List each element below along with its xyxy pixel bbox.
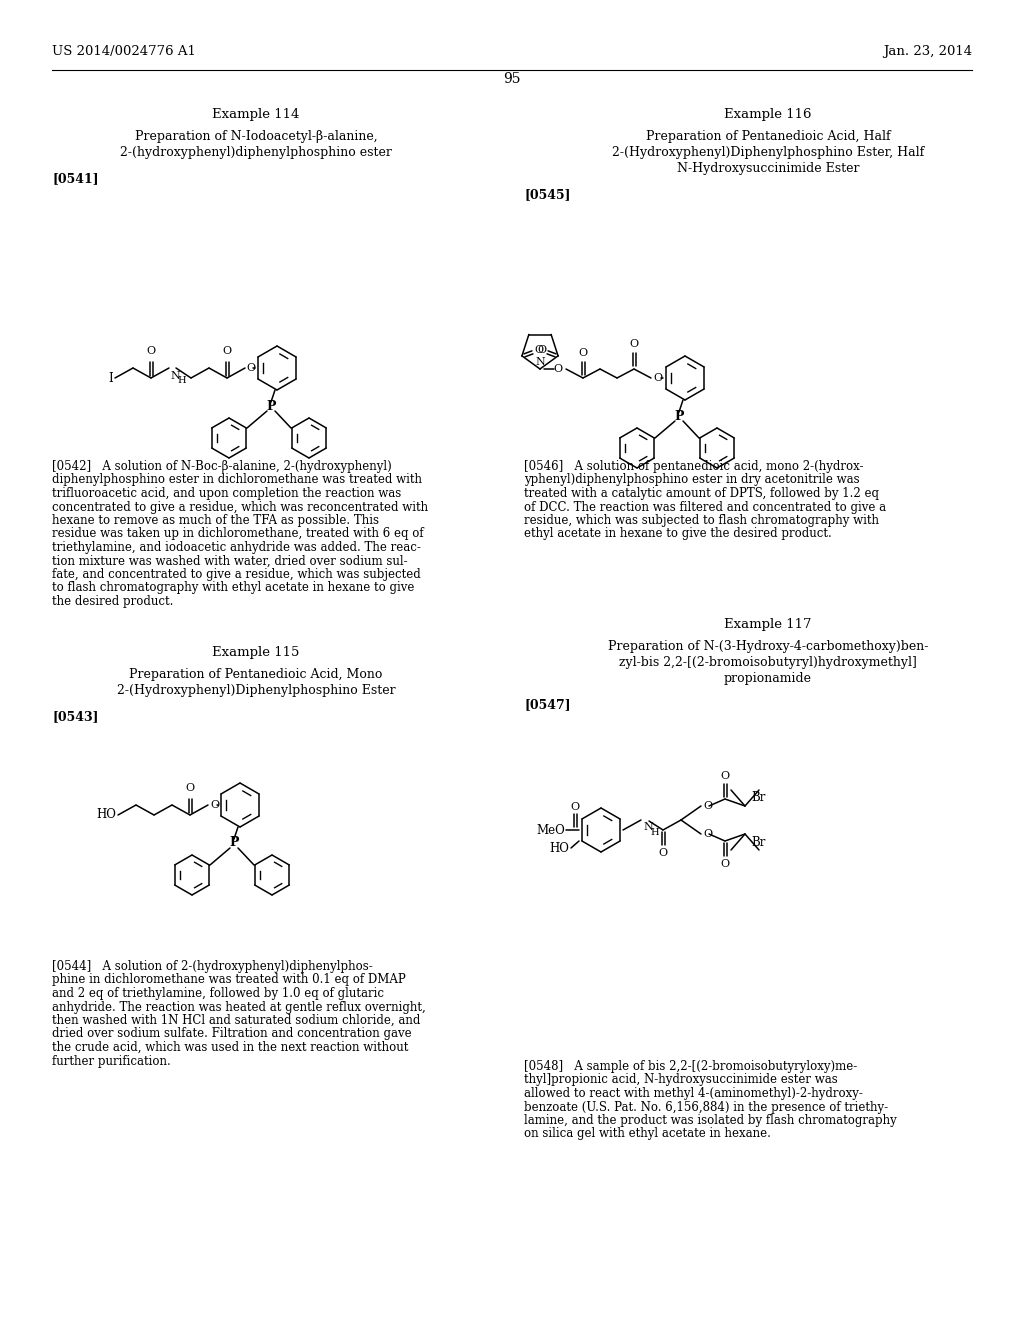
Text: [0546]   A solution of pentanedioic acid, mono 2-(hydrox-: [0546] A solution of pentanedioic acid, …: [524, 459, 863, 473]
Text: O: O: [658, 847, 668, 858]
Text: O: O: [721, 859, 729, 869]
Text: [0543]: [0543]: [52, 710, 98, 723]
Text: [0547]: [0547]: [524, 698, 570, 711]
Text: US 2014/0024776 A1: US 2014/0024776 A1: [52, 45, 196, 58]
Text: 2-(Hydroxyphenyl)Diphenylphosphino Ester, Half: 2-(Hydroxyphenyl)Diphenylphosphino Ester…: [612, 147, 924, 158]
Text: 2-(Hydroxyphenyl)Diphenylphosphino Ester: 2-(Hydroxyphenyl)Diphenylphosphino Ester: [117, 684, 395, 697]
Text: O: O: [210, 800, 219, 810]
Text: and 2 eq of triethylamine, followed by 1.0 eq of glutaric: and 2 eq of triethylamine, followed by 1…: [52, 987, 384, 1001]
Text: triethylamine, and iodoacetic anhydride was added. The reac-: triethylamine, and iodoacetic anhydride …: [52, 541, 421, 554]
Text: 95: 95: [503, 73, 521, 86]
Text: Example 115: Example 115: [212, 645, 300, 659]
Text: N-Hydroxysuccinimide Ester: N-Hydroxysuccinimide Ester: [677, 162, 859, 176]
Text: zyl-bis 2,2-[(2-bromoisobutyryl)hydroxymethyl]: zyl-bis 2,2-[(2-bromoisobutyryl)hydroxym…: [620, 656, 916, 669]
Text: N: N: [643, 822, 652, 832]
Text: O: O: [570, 803, 580, 812]
Text: residue, which was subjected to flash chromatography with: residue, which was subjected to flash ch…: [524, 513, 879, 527]
Text: H: H: [650, 828, 658, 837]
Text: P: P: [229, 837, 239, 850]
Text: O: O: [653, 374, 663, 383]
Text: Br: Br: [751, 836, 765, 849]
Text: on silica gel with ethyl acetate in hexane.: on silica gel with ethyl acetate in hexa…: [524, 1127, 771, 1140]
Text: the crude acid, which was used in the next reaction without: the crude acid, which was used in the ne…: [52, 1041, 409, 1053]
Text: propionamide: propionamide: [724, 672, 812, 685]
Text: MeO: MeO: [537, 824, 565, 837]
Text: trifluoroacetic acid, and upon completion the reaction was: trifluoroacetic acid, and upon completio…: [52, 487, 401, 500]
Text: [0548]   A sample of bis 2,2-[(2-bromoisobutyryloxy)me-: [0548] A sample of bis 2,2-[(2-bromoisob…: [524, 1060, 857, 1073]
Text: phine in dichloromethane was treated with 0.1 eq of DMAP: phine in dichloromethane was treated wit…: [52, 974, 406, 986]
Text: O: O: [703, 829, 712, 840]
Text: 2-(hydroxyphenyl)diphenylphosphino ester: 2-(hydroxyphenyl)diphenylphosphino ester: [120, 147, 392, 158]
Text: O: O: [246, 363, 255, 374]
Text: [0541]: [0541]: [52, 172, 98, 185]
Text: dried over sodium sulfate. Filtration and concentration gave: dried over sodium sulfate. Filtration an…: [52, 1027, 412, 1040]
Text: Example 116: Example 116: [724, 108, 812, 121]
Text: ethyl acetate in hexane to give the desired product.: ethyl acetate in hexane to give the desi…: [524, 528, 831, 540]
Text: HO: HO: [96, 808, 116, 821]
Text: diphenylphosphino ester in dichloromethane was treated with: diphenylphosphino ester in dichlorometha…: [52, 474, 422, 487]
Text: Example 117: Example 117: [724, 618, 812, 631]
Text: Preparation of N-Iodoacetyl-β-alanine,: Preparation of N-Iodoacetyl-β-alanine,: [135, 129, 377, 143]
Text: P: P: [674, 409, 684, 422]
Text: O: O: [146, 346, 156, 356]
Text: HO: HO: [549, 842, 569, 854]
Text: lamine, and the product was isolated by flash chromatography: lamine, and the product was isolated by …: [524, 1114, 897, 1127]
Text: [0542]   A solution of N-Boc-β-alanine, 2-(hydroxyphenyl): [0542] A solution of N-Boc-β-alanine, 2-…: [52, 459, 392, 473]
Text: allowed to react with methyl 4-(aminomethyl)-2-hydroxy-: allowed to react with methyl 4-(aminomet…: [524, 1086, 863, 1100]
Text: O: O: [721, 771, 729, 781]
Text: the desired product.: the desired product.: [52, 595, 173, 609]
Text: Br: Br: [751, 791, 765, 804]
Text: benzoate (U.S. Pat. No. 6,156,884) in the presence of triethy-: benzoate (U.S. Pat. No. 6,156,884) in th…: [524, 1101, 888, 1114]
Text: [0544]   A solution of 2-(hydroxyphenyl)diphenylphos-: [0544] A solution of 2-(hydroxyphenyl)di…: [52, 960, 373, 973]
Text: Jan. 23, 2014: Jan. 23, 2014: [883, 45, 972, 58]
Text: further purification.: further purification.: [52, 1055, 171, 1068]
Text: H: H: [177, 376, 185, 385]
Text: concentrated to give a residue, which was reconcentrated with: concentrated to give a residue, which wa…: [52, 500, 428, 513]
Text: to flash chromatography with ethyl acetate in hexane to give: to flash chromatography with ethyl aceta…: [52, 582, 415, 594]
Text: N: N: [536, 356, 545, 367]
Text: residue was taken up in dichloromethane, treated with 6 eq of: residue was taken up in dichloromethane,…: [52, 528, 424, 540]
Text: Example 114: Example 114: [212, 108, 300, 121]
Text: O: O: [630, 339, 639, 348]
Text: yphenyl)diphenylphosphino ester in dry acetonitrile was: yphenyl)diphenylphosphino ester in dry a…: [524, 474, 859, 487]
Text: of DCC. The reaction was filtered and concentrated to give a: of DCC. The reaction was filtered and co…: [524, 500, 886, 513]
Text: treated with a catalytic amount of DPTS, followed by 1.2 eq: treated with a catalytic amount of DPTS,…: [524, 487, 879, 500]
Text: O: O: [703, 801, 712, 810]
Text: O: O: [534, 345, 543, 355]
Text: tion mixture was washed with water, dried over sodium sul-: tion mixture was washed with water, drie…: [52, 554, 408, 568]
Text: Preparation of Pentanedioic Acid, Half: Preparation of Pentanedioic Acid, Half: [646, 129, 890, 143]
Text: [0545]: [0545]: [524, 187, 570, 201]
Text: anhydride. The reaction was heated at gentle reflux overnight,: anhydride. The reaction was heated at ge…: [52, 1001, 426, 1014]
Text: hexane to remove as much of the TFA as possible. This: hexane to remove as much of the TFA as p…: [52, 513, 379, 527]
Text: O: O: [537, 345, 546, 355]
Text: P: P: [266, 400, 275, 412]
Text: Preparation of N-(3-Hydroxy-4-carbomethoxy)ben-: Preparation of N-(3-Hydroxy-4-carbometho…: [608, 640, 928, 653]
Text: N: N: [170, 371, 180, 381]
Text: thyl]propionic acid, N-hydroxysuccinimide ester was: thyl]propionic acid, N-hydroxysuccinimid…: [524, 1073, 838, 1086]
Text: O: O: [222, 346, 231, 356]
Text: then washed with 1N HCl and saturated sodium chloride, and: then washed with 1N HCl and saturated so…: [52, 1014, 421, 1027]
Text: O: O: [579, 348, 588, 358]
Text: I: I: [109, 371, 113, 384]
Text: fate, and concentrated to give a residue, which was subjected: fate, and concentrated to give a residue…: [52, 568, 421, 581]
Text: Preparation of Pentanedioic Acid, Mono: Preparation of Pentanedioic Acid, Mono: [129, 668, 383, 681]
Text: O: O: [553, 364, 562, 374]
Text: O: O: [185, 783, 195, 793]
